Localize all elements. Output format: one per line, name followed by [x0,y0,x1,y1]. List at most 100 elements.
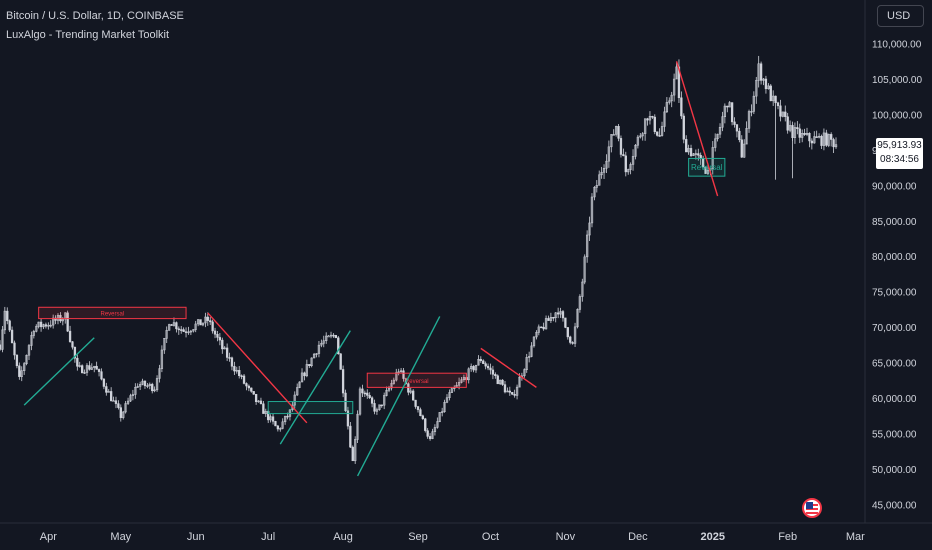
candle-body [441,411,444,413]
candle-body [390,383,393,389]
candle-body [786,116,789,131]
candle-body [682,115,685,140]
candle-body [619,138,623,155]
candle-body [325,335,328,342]
candle-body [784,111,787,117]
candle-body [0,344,2,350]
candle-body [614,126,618,135]
reversal-zone[interactable] [267,401,354,415]
candle-body [762,78,765,81]
candle-body [523,369,526,377]
trend-line[interactable] [23,337,95,406]
candle-body [675,66,678,80]
candle-body [279,428,282,430]
candle-body [346,410,350,427]
candle-body [218,337,222,341]
candle-body [317,344,321,354]
candle-body [566,327,569,338]
candle-body [363,392,366,395]
candle-body [499,379,502,385]
candle-body [93,365,96,368]
candle-body [518,376,521,388]
candle-body [155,378,159,391]
candle-body [201,322,205,326]
candle-body [39,321,43,328]
candle-body [776,102,780,107]
candle-body [189,330,193,333]
candle-body [530,345,533,357]
candle-body [194,323,197,330]
candle-body [416,406,420,410]
candle-body [358,388,362,415]
candle-body [590,196,594,224]
candle-body [148,383,151,386]
candle-body [114,400,118,404]
candle-body [264,411,267,414]
candle-body [6,310,9,322]
candle-body [726,105,729,108]
candle-body [366,392,369,396]
candle-body [206,316,209,321]
candle-body [511,392,514,395]
candle-body [167,324,171,331]
candle-body [445,397,449,403]
candle-body [78,365,81,367]
us-flag-icon[interactable] [802,498,822,518]
candle-body [334,335,338,339]
trend-line[interactable] [480,347,537,388]
candle-body [757,63,760,81]
candle-body [329,334,333,337]
trend-line[interactable] [675,61,719,197]
candle-body [221,339,224,350]
candle-body [85,365,89,373]
x-tick-label: Aug [333,531,353,543]
x-tick-label: Mar [846,531,865,543]
trend-line[interactable] [356,316,441,477]
trend-line[interactable] [207,312,308,424]
candle-body [443,402,446,412]
candle-body [820,135,823,146]
candle-body [126,400,130,404]
candle-body [42,324,45,328]
candle-body [494,374,497,376]
candle-body [303,372,306,377]
candle-body [235,369,238,372]
candle-body [687,148,690,153]
candle-body [460,379,463,383]
y-tick-label: 65,000.00 [872,359,917,370]
candle-body [450,388,453,393]
candle-body [27,345,31,356]
candle-body [547,318,550,321]
candle-body [131,394,135,396]
candle-body [428,436,432,439]
candle-body [337,337,340,355]
trend-lines [23,61,719,477]
candle-body [750,111,753,113]
candle-body [180,329,183,331]
candle-body [788,125,792,131]
candle-body [293,394,296,406]
indicator-name[interactable]: LuxAlgo - Trending Market Toolkit [6,29,170,41]
candle-body [252,391,255,395]
reversal-zone[interactable] [38,306,187,320]
candle-body [477,359,480,366]
y-tick-label: 50,000.00 [872,465,917,476]
candle-body [81,365,84,374]
candle-body [245,383,248,387]
candle-body [351,446,354,462]
candle-body [119,407,122,418]
currency-button[interactable]: USD [877,5,924,27]
candle-body [448,392,451,398]
candle-body [143,380,147,387]
trend-line[interactable] [279,330,351,445]
candle-body [199,319,202,326]
candle-body [721,116,724,128]
reversal-zone[interactable] [366,372,467,388]
candle-body [556,312,560,315]
candle-body [535,332,538,338]
candle-body [622,154,625,157]
candle-body [585,234,589,258]
y-tick-label: 100,000.00 [872,110,922,121]
candle-body [216,334,219,338]
